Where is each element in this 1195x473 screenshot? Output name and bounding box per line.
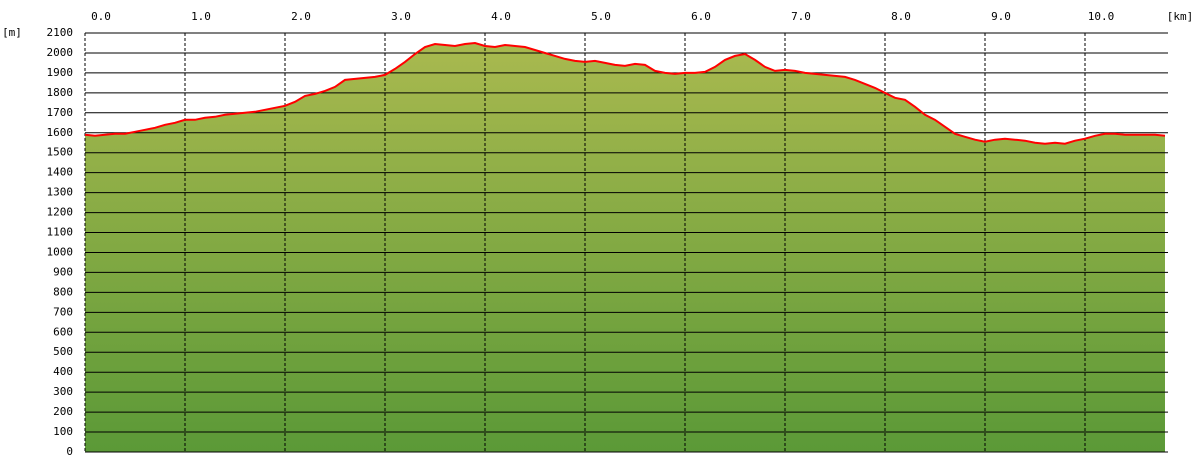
x-tick-label: 5.0 xyxy=(591,10,611,23)
y-tick-label: 2000 xyxy=(47,46,74,59)
x-tick-label: 7.0 xyxy=(791,10,811,23)
x-tick-label: 9.0 xyxy=(991,10,1011,23)
y-tick-label: 1600 xyxy=(47,126,74,139)
y-axis-label: [m] xyxy=(2,26,22,39)
x-tick-label: 10.0 xyxy=(1088,10,1115,23)
x-tick-label: 0.0 xyxy=(91,10,111,23)
y-tick-label: 1500 xyxy=(47,146,74,159)
y-tick-label: 900 xyxy=(53,265,73,278)
y-tick-label: 400 xyxy=(53,365,73,378)
y-tick-label: 1200 xyxy=(47,206,74,219)
elevation-line xyxy=(84,41,1166,145)
x-tick-label: 2.0 xyxy=(291,10,311,23)
x-tick-label: 6.0 xyxy=(691,10,711,23)
x-tick-label: 8.0 xyxy=(891,10,911,23)
y-tick-label: 100 xyxy=(53,425,73,438)
y-tick-label: 200 xyxy=(53,405,73,418)
y-tick-label: 1400 xyxy=(47,166,74,179)
y-tick-label: 0 xyxy=(66,445,73,458)
y-tick-label: 1900 xyxy=(47,66,74,79)
y-tick-label: 1300 xyxy=(47,186,74,199)
y-tick-label: 500 xyxy=(53,345,73,358)
x-tick-label: 1.0 xyxy=(191,10,211,23)
x-axis-label: [km] xyxy=(1167,10,1194,23)
y-tick-label: 1000 xyxy=(47,245,74,258)
y-tick-label: 300 xyxy=(53,385,73,398)
y-tick-label: 700 xyxy=(53,305,73,318)
y-tick-label: 1100 xyxy=(47,226,74,239)
x-tick-label: 4.0 xyxy=(491,10,511,23)
y-tick-label: 1700 xyxy=(47,106,74,119)
y-tick-label: 600 xyxy=(53,325,73,338)
x-tick-label: 3.0 xyxy=(391,10,411,23)
y-tick-label: 1800 xyxy=(47,86,74,99)
area-fill xyxy=(85,43,1165,452)
y-tick-label: 800 xyxy=(53,285,73,298)
y-tick-label: 2100 xyxy=(47,26,74,39)
